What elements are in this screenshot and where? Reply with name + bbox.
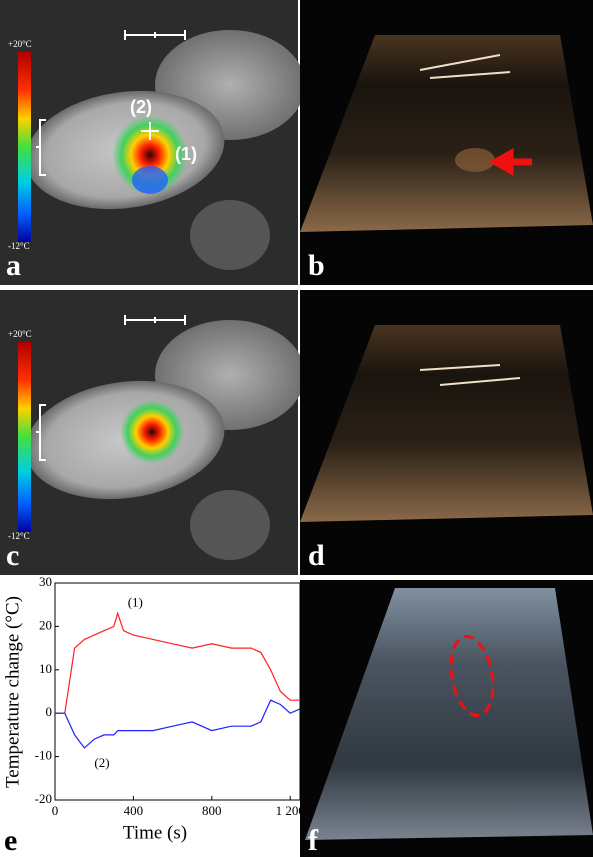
temperature-map <box>132 166 168 194</box>
y-axis-label: Temperature change (°C) <box>2 596 23 788</box>
y-tick-label: 10 <box>39 661 52 676</box>
x-tick-label: 1 200 <box>276 803 305 818</box>
x-axis-label: Time (s) <box>123 822 187 843</box>
panel-label: e <box>4 824 17 857</box>
colorbar <box>18 342 31 532</box>
panel-a: +20°C -12°C (2) (1) a <box>0 0 305 285</box>
panel-label: b <box>308 249 325 282</box>
panel-label: f <box>308 824 319 857</box>
organ <box>190 200 270 270</box>
panel-b: b <box>300 0 593 285</box>
panel-f: f <box>300 580 593 857</box>
series-annotation: (1) <box>128 594 143 609</box>
panel-label: d <box>308 539 325 572</box>
x-tick-label: 800 <box>202 803 222 818</box>
y-tick-label: 30 <box>39 574 52 589</box>
organ <box>190 490 270 560</box>
plot-frame <box>55 583 300 800</box>
figure: +20°C -12°C (2) (1) a b +20°C -12°C c d … <box>0 0 593 857</box>
x-tick-label: 0 <box>52 803 59 818</box>
temperature-map <box>120 400 184 464</box>
panel-label: c <box>6 539 19 572</box>
annotation: (2) <box>130 97 152 117</box>
y-tick-label: 20 <box>39 617 52 632</box>
panel-d: d <box>300 290 593 575</box>
y-tick-label: 0 <box>46 704 53 719</box>
page: {"chart_data":{"type":"line","panel_labe… <box>0 0 593 857</box>
y-tick-label: -20 <box>35 791 52 806</box>
x-tick-label: 400 <box>124 803 144 818</box>
y-tick-label: -10 <box>35 748 52 763</box>
panel-label: a <box>6 249 21 282</box>
echo <box>455 148 495 172</box>
annotation: (1) <box>175 144 197 164</box>
panel-c: +20°C -12°C c <box>0 290 305 575</box>
colorbar <box>18 52 31 242</box>
colorbar-label: +20°C <box>8 329 32 339</box>
colorbar-label: +20°C <box>8 39 32 49</box>
series-annotation: (2) <box>94 755 109 770</box>
